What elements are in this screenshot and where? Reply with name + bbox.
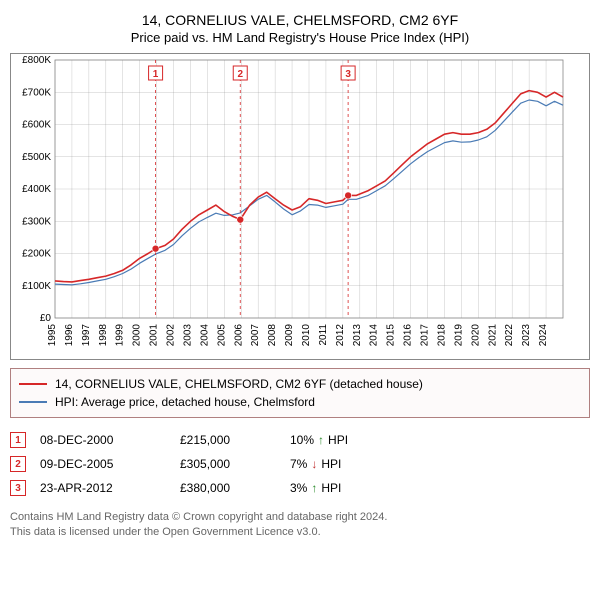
sale-price: £215,000 [180,433,290,447]
legend-row: HPI: Average price, detached house, Chel… [19,393,581,411]
svg-text:2017: 2017 [420,324,431,347]
sale-diff: 7% ↓ HPI [290,457,341,471]
svg-text:2012: 2012 [335,324,346,347]
svg-text:3: 3 [345,69,351,80]
svg-text:2016: 2016 [403,324,414,347]
svg-text:£0: £0 [40,313,52,324]
sale-row: 1 08-DEC-2000£215,00010% ↑ HPI [10,428,590,452]
svg-text:1995: 1995 [47,324,58,347]
chart-subtitle: Price paid vs. HM Land Registry's House … [10,30,590,45]
svg-text:£500K: £500K [22,152,51,163]
svg-text:£200K: £200K [22,249,51,260]
svg-text:£400K: £400K [22,184,51,195]
sale-diff: 10% ↑ HPI [290,433,348,447]
sale-diff-label: HPI [321,481,341,495]
sale-date: 23-APR-2012 [40,481,180,495]
svg-text:2005: 2005 [216,324,227,347]
line-chart: £0 £100K £200K £300K £400K £500K £600K £700K £80… [10,53,590,360]
sale-diff-pct: 3% [290,481,307,495]
svg-text:1: 1 [153,69,159,80]
sale-row: 3 23-APR-2012£380,0003% ↑ HPI [10,476,590,500]
svg-text:2009: 2009 [284,324,295,347]
svg-text:2020: 2020 [470,324,481,347]
svg-text:2004: 2004 [199,324,210,347]
sale-price: £305,000 [180,457,290,471]
arrow-icon: ↑ [318,433,324,447]
root: 14, CORNELIUS VALE, CHELMSFORD, CM2 6YF … [0,0,600,550]
sale-marker-1 [152,245,159,252]
svg-text:2018: 2018 [436,324,447,347]
sale-marker-3 [345,192,352,199]
sale-diff-pct: 10% [290,433,314,447]
svg-text:1996: 1996 [64,324,75,347]
svg-text:2001: 2001 [149,324,160,347]
footer-line-1: Contains HM Land Registry data © Crown c… [10,510,590,525]
footer-attribution: Contains HM Land Registry data © Crown c… [10,510,590,540]
svg-text:1999: 1999 [115,324,126,347]
svg-text:2019: 2019 [453,324,464,347]
svg-text:2024: 2024 [538,324,549,347]
sale-index-badge: 2 [10,456,26,472]
svg-text:2021: 2021 [487,324,498,347]
sale-index-badge: 1 [10,432,26,448]
footer-line-2: This data is licensed under the Open Gov… [10,525,590,540]
svg-text:2006: 2006 [233,324,244,347]
chart-svg: £0 £100K £200K £300K £400K £500K £600K £700K £80… [11,54,571,354]
legend-label: HPI: Average price, detached house, Chel… [55,393,315,411]
sale-date: 08-DEC-2000 [40,433,180,447]
sales-table: 1 08-DEC-2000£215,00010% ↑ HPI 2 09-DEC-2005£… [10,428,590,500]
svg-text:£600K: £600K [22,120,51,131]
sale-diff-label: HPI [328,433,348,447]
sale-diff: 3% ↑ HPI [290,481,341,495]
svg-text:£700K: £700K [22,87,51,98]
sale-diff-pct: 7% [290,457,307,471]
sale-marker-2 [237,216,244,223]
svg-text:2015: 2015 [386,324,397,347]
sale-index-badge: 3 [10,480,26,496]
svg-text:2002: 2002 [166,324,177,347]
sale-row: 2 09-DEC-2005£305,0007% ↓ HPI [10,452,590,476]
arrow-icon: ↑ [311,481,317,495]
arrow-icon: ↓ [311,457,317,471]
chart-title: 14, CORNELIUS VALE, CHELMSFORD, CM2 6YF [10,12,590,28]
svg-text:2008: 2008 [267,324,278,347]
svg-text:2011: 2011 [318,324,329,346]
svg-text:2014: 2014 [369,324,380,347]
svg-text:£100K: £100K [22,281,51,292]
svg-text:2022: 2022 [504,324,515,347]
sale-date: 09-DEC-2005 [40,457,180,471]
svg-text:1997: 1997 [81,324,92,347]
svg-text:£800K: £800K [22,55,51,66]
svg-text:1998: 1998 [98,324,109,347]
legend: 14, CORNELIUS VALE, CHELMSFORD, CM2 6YF … [10,368,590,418]
sale-price: £380,000 [180,481,290,495]
legend-swatch [19,383,47,385]
svg-text:2: 2 [237,69,243,80]
svg-text:2007: 2007 [250,324,261,347]
legend-row: 14, CORNELIUS VALE, CHELMSFORD, CM2 6YF … [19,375,581,393]
svg-text:2003: 2003 [182,324,193,347]
legend-swatch [19,401,47,403]
legend-label: 14, CORNELIUS VALE, CHELMSFORD, CM2 6YF … [55,375,423,393]
svg-text:2023: 2023 [521,324,532,347]
svg-text:£300K: £300K [22,216,51,227]
svg-text:2000: 2000 [132,324,143,347]
svg-text:2013: 2013 [352,324,363,347]
sale-diff-label: HPI [321,457,341,471]
svg-text:2010: 2010 [301,324,312,347]
